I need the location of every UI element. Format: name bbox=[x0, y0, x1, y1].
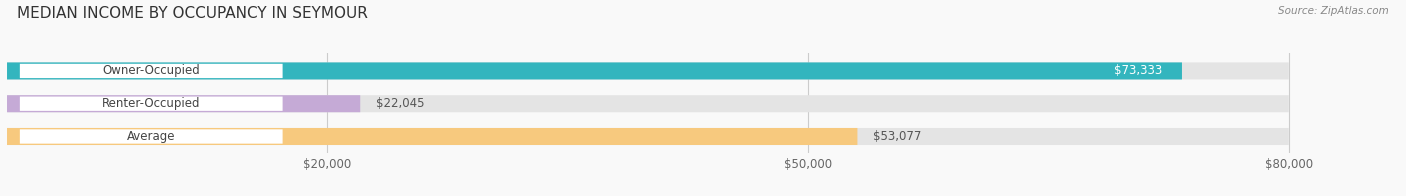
FancyBboxPatch shape bbox=[7, 128, 858, 145]
Text: Source: ZipAtlas.com: Source: ZipAtlas.com bbox=[1278, 6, 1389, 16]
Text: $53,077: $53,077 bbox=[873, 130, 922, 143]
Text: MEDIAN INCOME BY OCCUPANCY IN SEYMOUR: MEDIAN INCOME BY OCCUPANCY IN SEYMOUR bbox=[17, 6, 368, 21]
FancyBboxPatch shape bbox=[7, 62, 1289, 79]
FancyBboxPatch shape bbox=[20, 64, 283, 78]
FancyBboxPatch shape bbox=[20, 97, 283, 111]
FancyBboxPatch shape bbox=[7, 62, 1182, 79]
Text: Owner-Occupied: Owner-Occupied bbox=[103, 64, 200, 77]
Text: Renter-Occupied: Renter-Occupied bbox=[103, 97, 201, 110]
FancyBboxPatch shape bbox=[7, 128, 1289, 145]
Text: Average: Average bbox=[127, 130, 176, 143]
Text: $22,045: $22,045 bbox=[377, 97, 425, 110]
FancyBboxPatch shape bbox=[20, 129, 283, 144]
Text: $73,333: $73,333 bbox=[1115, 64, 1163, 77]
FancyBboxPatch shape bbox=[7, 95, 1289, 112]
FancyBboxPatch shape bbox=[7, 95, 360, 112]
